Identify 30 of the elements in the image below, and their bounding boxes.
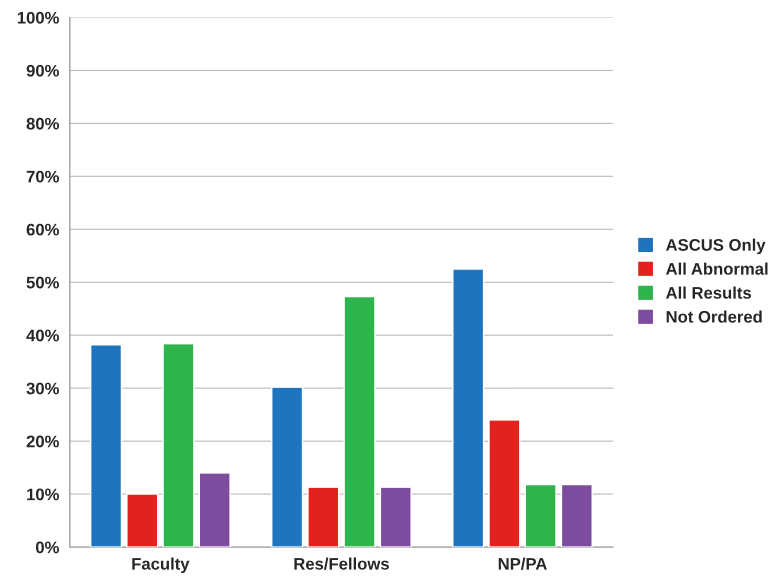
y-tick-label: 30% [26,382,59,394]
x-tick-label: Faculty [132,557,190,574]
y-tick-label: 50% [26,276,59,288]
bar [380,486,412,548]
x-tick-label: Res/Fellows [294,557,389,570]
legend-label: All Abnormal [666,262,768,275]
y-tick-label: 90% [26,64,59,77]
bar [126,493,158,548]
bar [488,419,520,548]
bar [343,296,376,548]
y-tick-label: 60% [26,224,59,236]
x-tick-label: NP/PA [498,557,547,570]
y-tick-label: 20% [26,436,59,448]
y-tick-label: 10% [27,488,59,500]
bar [162,343,195,548]
bar [452,268,484,548]
legend-label: All Results [666,286,752,299]
legend-label: ASCUS Only [666,238,766,254]
bar [307,486,340,548]
bar [198,472,231,548]
bar [271,386,304,548]
bar [524,484,557,548]
y-tick-label: 0% [36,541,59,554]
y-tick-label: 80% [26,118,59,130]
bar [90,344,122,548]
bar [560,484,593,548]
y-tick-label: 40% [26,330,59,342]
y-tick-label: 100% [18,12,59,24]
legend-label: Not Ordered [666,310,762,323]
y-tick-label: 70% [26,170,59,183]
